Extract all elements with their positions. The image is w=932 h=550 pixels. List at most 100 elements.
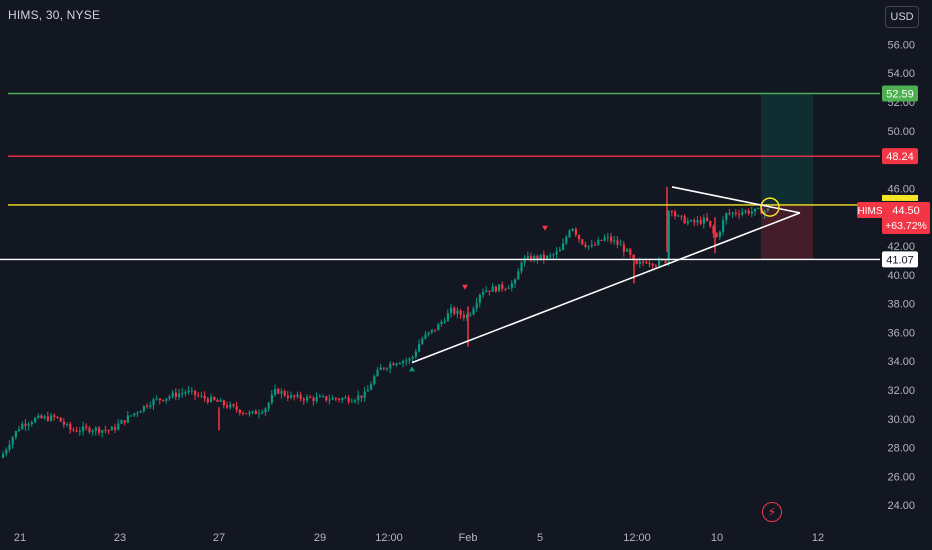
candle-body: [21, 423, 24, 430]
candle-body: [539, 254, 542, 260]
candle-body: [104, 430, 107, 432]
candle-body: [555, 251, 558, 255]
last-price-label: 44.50: [892, 205, 920, 217]
candle-body: [149, 405, 152, 407]
candle-body: [440, 321, 443, 325]
candle-body: [686, 221, 689, 224]
candle-body: [53, 415, 56, 417]
candle-body: [443, 321, 446, 323]
candle-body: [203, 395, 206, 399]
signal-marker-0: [542, 225, 548, 231]
candle-body: [318, 396, 321, 398]
candle-body: [581, 239, 584, 245]
candle-body: [414, 351, 417, 357]
candle-body: [264, 408, 267, 413]
price-tags-layer: 52.59 48.24 41.07 HIMS 44.50 +63.72%: [857, 85, 930, 268]
candle-body: [622, 244, 625, 252]
candle-body: [635, 259, 638, 264]
candle-body: [690, 220, 693, 222]
candle-body: [178, 393, 181, 397]
candle-body: [606, 236, 609, 238]
candle-body: [18, 429, 21, 432]
candle-body: [114, 427, 117, 430]
candle-body: [706, 217, 709, 221]
triangle-lower-line: [411, 212, 801, 364]
candle-body: [603, 237, 606, 241]
time-axis[interactable]: 21 23 27 29 12:00 Feb 5 12:00 10 12: [14, 532, 824, 544]
candle-body: [78, 431, 81, 433]
candle-body: [510, 283, 513, 288]
x-tick-label: 12:00: [623, 532, 651, 544]
candle-body: [206, 398, 209, 403]
candle-body: [472, 308, 475, 315]
candle-body: [578, 234, 581, 240]
candle-body: [722, 220, 725, 232]
candle-body: [382, 367, 385, 369]
candle-body: [693, 220, 696, 223]
candle-body: [270, 394, 273, 403]
candle-body: [286, 395, 289, 398]
candle-body: [754, 208, 757, 212]
candle-body: [258, 413, 261, 415]
candle-body: [411, 356, 414, 359]
candle-body: [46, 416, 49, 421]
candle-body: [546, 255, 549, 259]
candle-body: [363, 391, 366, 398]
candle-body: [210, 396, 213, 403]
candle-body: [571, 228, 574, 231]
candle-body: [50, 415, 53, 421]
candle-body: [34, 418, 37, 423]
candle-body: [485, 290, 488, 293]
candle-body: [136, 412, 139, 414]
candle-body: [661, 259, 664, 261]
y-tick-label: 42.00: [887, 241, 915, 253]
candle-body: [670, 211, 673, 213]
candle-body: [2, 453, 5, 458]
candle-body: [139, 411, 142, 413]
candle-body: [43, 416, 46, 419]
candle-body: [27, 424, 30, 426]
candle-body: [325, 396, 328, 401]
candle-body: [677, 215, 680, 217]
candle-body: [312, 397, 315, 401]
candle-body: [424, 334, 427, 339]
candle-body: [37, 415, 40, 419]
candle-body: [354, 400, 357, 402]
candle-body: [98, 427, 101, 433]
candle-body: [469, 314, 472, 316]
candle-body: [702, 217, 705, 224]
candle-body: [709, 220, 712, 227]
candle-body: [574, 228, 577, 235]
candle-body: [517, 271, 520, 280]
candle-body: [322, 396, 325, 398]
candle-body: [642, 261, 645, 263]
currency-button[interactable]: USD: [885, 6, 919, 28]
candle-body: [568, 230, 571, 238]
candle-body: [315, 396, 318, 401]
candle-body: [280, 391, 283, 394]
candle-body: [466, 314, 469, 318]
candle-body: [277, 388, 280, 394]
candle-body: [123, 420, 126, 423]
candle-body: [664, 259, 667, 264]
candle-body: [366, 389, 369, 392]
x-tick-label: 12:00: [375, 532, 403, 544]
candle-body: [610, 236, 613, 242]
candle-body: [629, 249, 632, 255]
price-tag-bg-0: [882, 85, 918, 102]
candle-body: [562, 243, 565, 250]
candle-body: [462, 315, 465, 318]
candle-body: [683, 216, 686, 224]
candle-body: [747, 210, 750, 214]
y-tick-label: 38.00: [887, 299, 915, 311]
candle-body: [763, 210, 766, 214]
candle-body: [590, 244, 593, 246]
candle-body: [376, 370, 379, 377]
candle-body: [597, 239, 600, 245]
symbol-tag-label: HIMS: [858, 206, 883, 217]
y-tick-label: 28.00: [887, 443, 915, 455]
candle-body: [533, 255, 536, 261]
candle-body: [130, 415, 133, 417]
lightning-icon[interactable]: ⚡: [762, 502, 782, 522]
